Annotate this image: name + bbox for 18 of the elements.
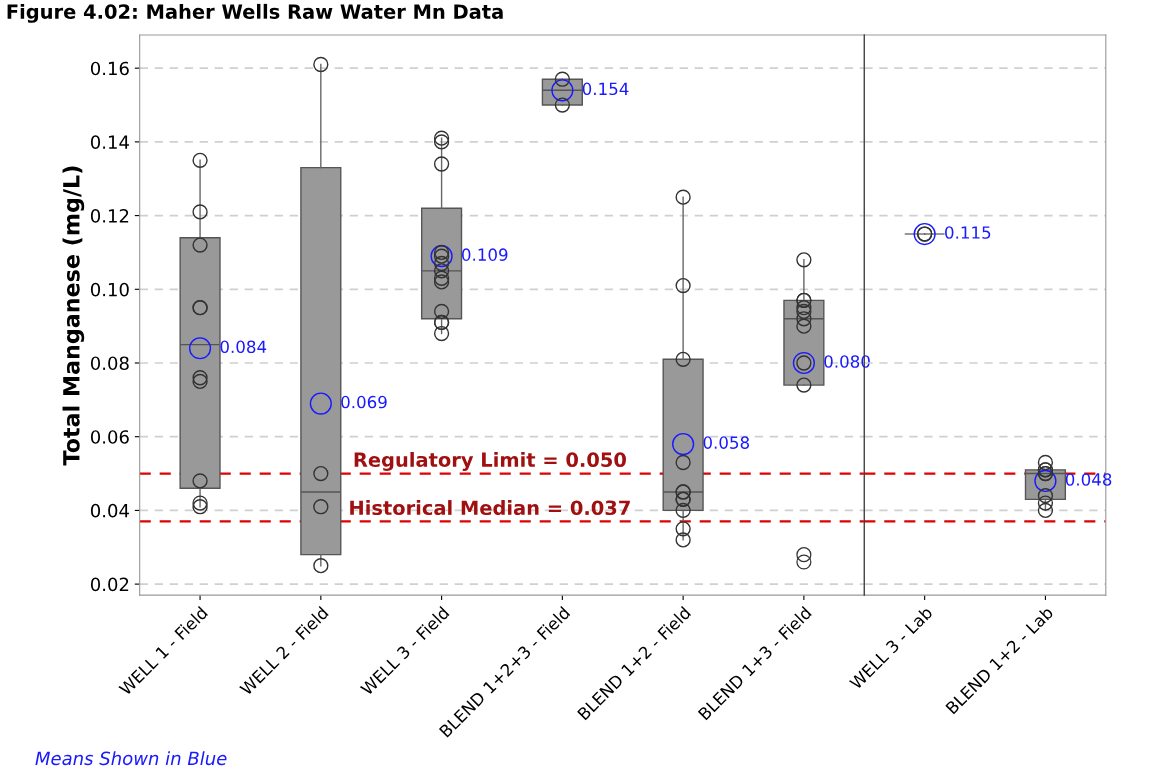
text: Means Shown in Blue <box>35 751 227 766</box>
y-tick-label: 0.10 <box>90 282 129 297</box>
y-tick-label: 0.04 <box>90 503 129 518</box>
y-tick-label: 0.06 <box>90 430 129 444</box>
data-label: 0.084 <box>220 340 267 354</box>
ref-line-label: Regulatory Limit = 0.050 <box>354 452 626 471</box>
ref-line-label: Historical Median = 0.037 <box>350 500 630 516</box>
data-label: 0.115 <box>945 226 991 239</box>
y-tick-label: 0.16 <box>90 61 129 76</box>
chart-title: Figure 4.02: Maher Wells Raw Water Mn Data <box>7 3 503 23</box>
data-label: 0.109 <box>462 248 508 261</box>
y-axis-title: Total Manganese (mg/L) <box>62 166 85 466</box>
data-label: 0.069 <box>341 395 387 409</box>
y-tick-label: 0.08 <box>90 356 129 371</box>
data-label: 0.048 <box>1065 473 1112 486</box>
y-tick-label: 0.02 <box>90 577 129 592</box>
y-tick-label: 0.14 <box>90 135 129 149</box>
y-tick-label: 0.12 <box>90 209 129 223</box>
